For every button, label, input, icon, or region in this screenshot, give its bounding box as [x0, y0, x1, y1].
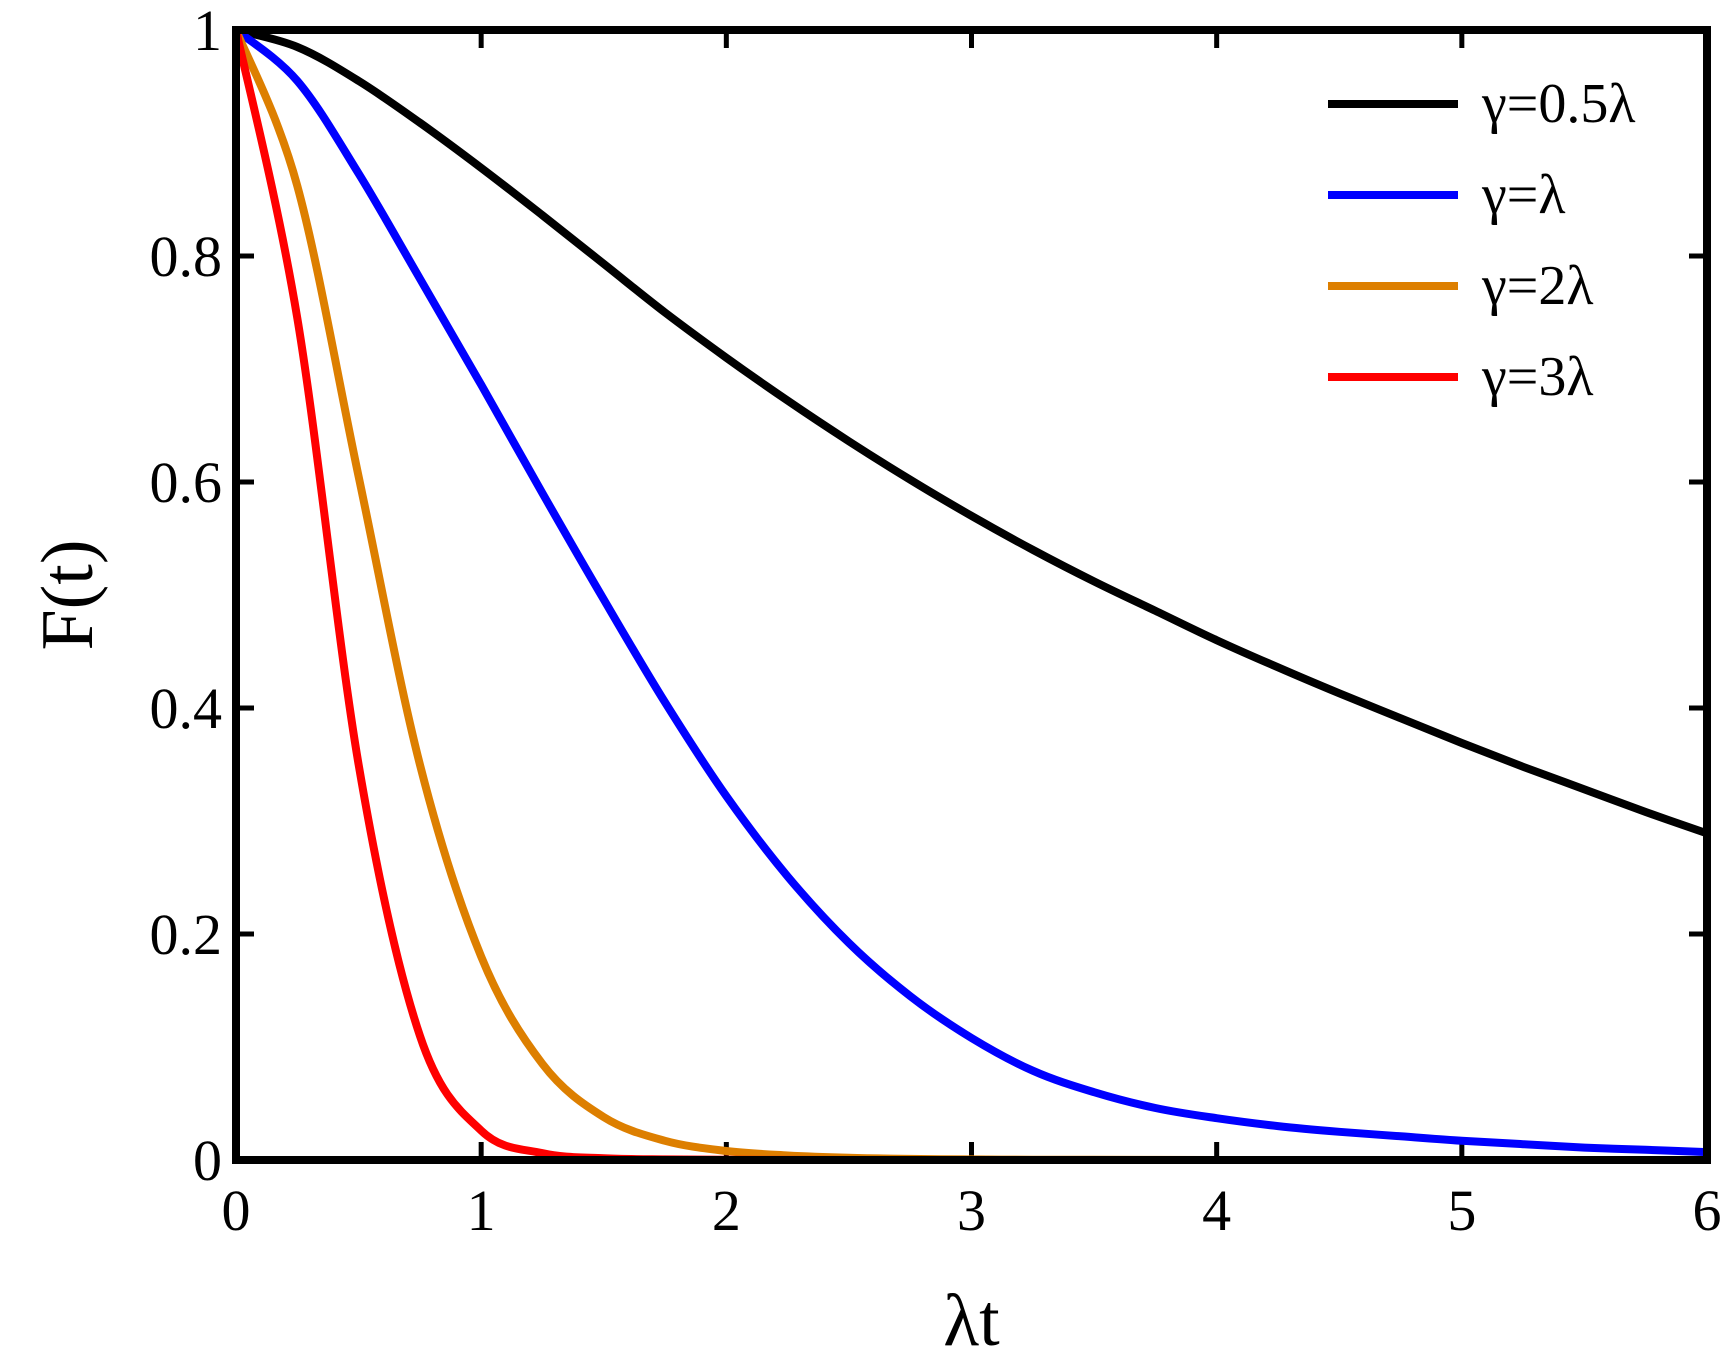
x-tick-label: 1 [467, 1178, 496, 1243]
x-tick-label: 4 [1202, 1178, 1231, 1243]
x-tick-label: 2 [712, 1178, 741, 1243]
x-tick-label: 5 [1447, 1178, 1476, 1243]
x-tick-label: 0 [222, 1178, 251, 1243]
legend-label: γ=0.5λ [1481, 73, 1635, 135]
legend: γ=0.5λ γ=λ γ=2λ γ=3λ [1328, 73, 1635, 408]
series-line-1 [232, 26, 1711, 838]
y-tick-label: 0.4 [150, 676, 223, 741]
y-tick-label: 1 [193, 0, 222, 63]
series-line-2 [232, 26, 1711, 1157]
y-tick-label: 0.8 [150, 224, 223, 289]
x-axis-label: λt [943, 1280, 1000, 1356]
y-tick-label: 0.2 [150, 902, 223, 967]
x-tick-label: 6 [1693, 1178, 1722, 1243]
legend-label: γ=2λ [1481, 255, 1593, 317]
y-tick-label: 0.6 [150, 450, 223, 515]
legend-label: γ=λ [1481, 164, 1565, 226]
y-axis-label: F(t) [27, 540, 109, 651]
plot-frame [232, 26, 1711, 1164]
x-tick-label: 3 [957, 1178, 986, 1243]
y-tick-label: 0 [193, 1128, 222, 1193]
legend-label: γ=3λ [1481, 346, 1593, 408]
